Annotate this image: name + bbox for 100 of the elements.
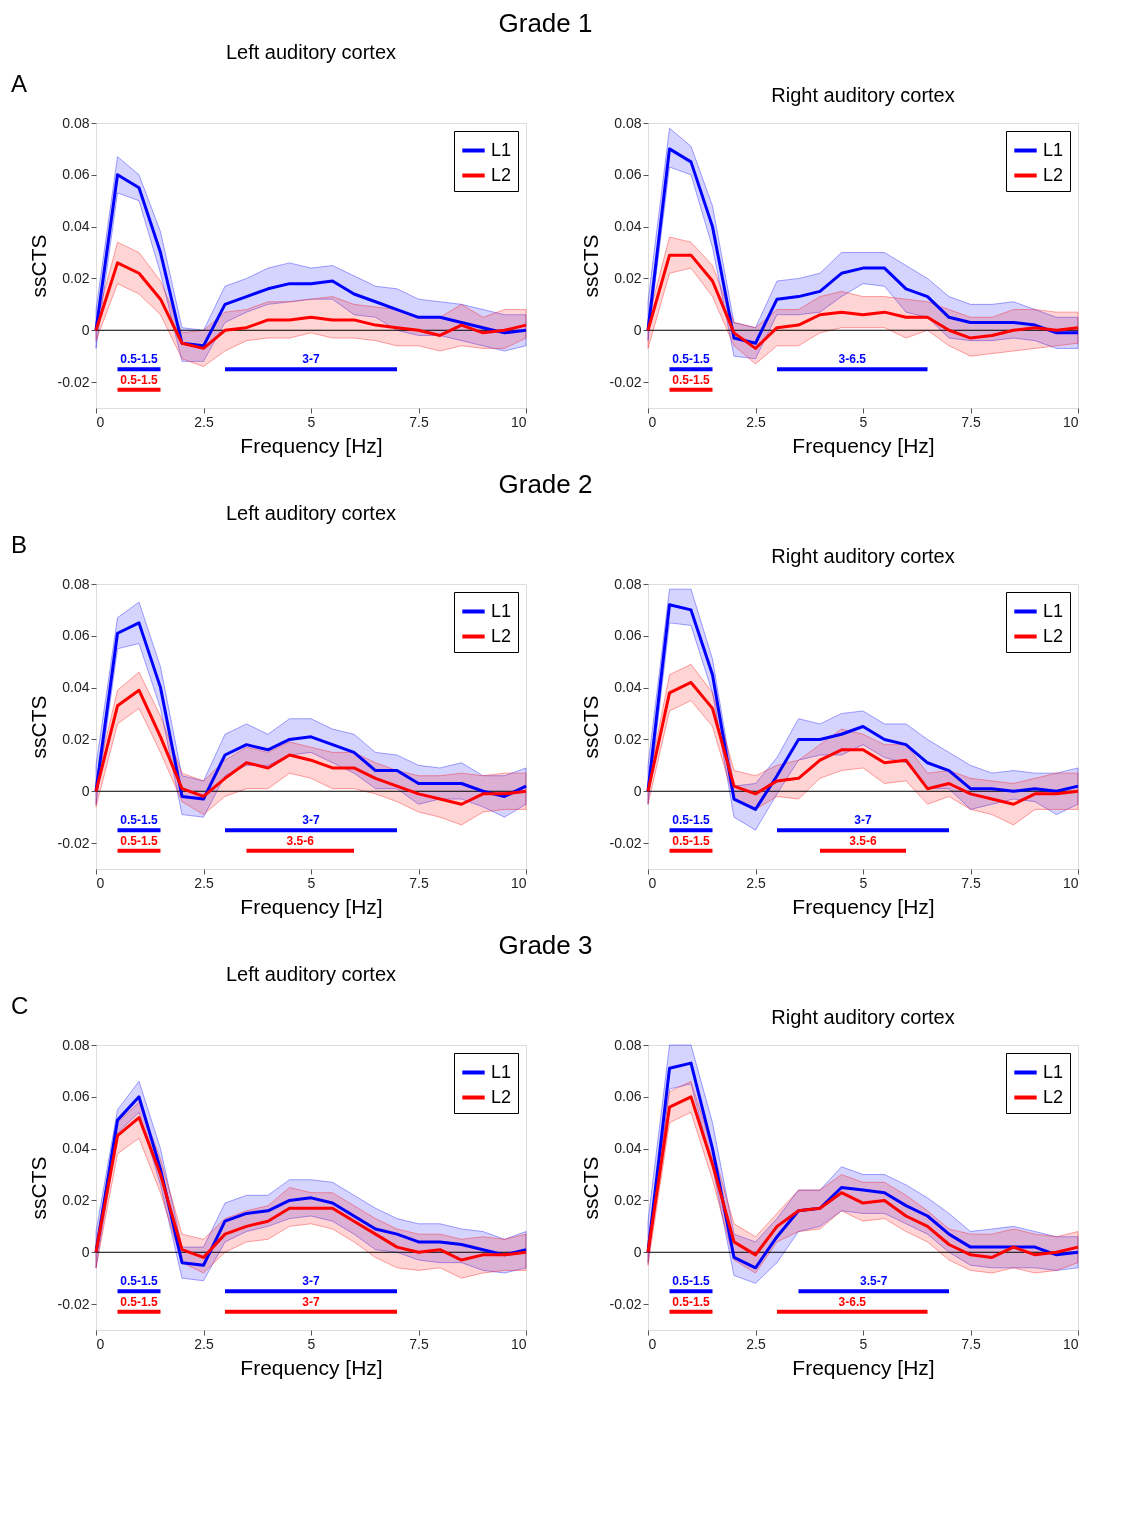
text: Grade 3 bbox=[498, 929, 593, 960]
y-tick-label: 0.08 bbox=[62, 575, 90, 592]
legend-label: L1 bbox=[1043, 600, 1064, 621]
y-tick-label: 0.04 bbox=[62, 679, 90, 696]
y-tick-label: 0.06 bbox=[614, 166, 642, 183]
annotation: 3-7 bbox=[302, 813, 320, 828]
text: Grade 1 bbox=[498, 7, 593, 38]
legend-label: L1 bbox=[1043, 1061, 1064, 1082]
y-tick-label: 0.08 bbox=[614, 575, 642, 592]
y-axis-title: ssCTS bbox=[26, 234, 50, 298]
y-tick-label: 0.02 bbox=[614, 1191, 642, 1208]
chart-title: Left auditory cortex bbox=[225, 41, 397, 63]
y-tick-label: 0.06 bbox=[614, 627, 642, 644]
y-tick-label: -0.02 bbox=[609, 834, 642, 851]
legend-label: L1 bbox=[491, 1061, 512, 1082]
annotation: 3.5-6 bbox=[286, 833, 315, 848]
annotation: 0.5-1.5 bbox=[120, 1294, 159, 1309]
x-axis-title: Frequency [Hz] bbox=[792, 1355, 935, 1379]
y-tick-label: 0 bbox=[81, 1243, 90, 1260]
line-series bbox=[94, 688, 528, 806]
y-tick-label: -0.02 bbox=[57, 834, 90, 851]
annotation: 0.5-1.5 bbox=[672, 352, 711, 367]
y-tick-label: -0.02 bbox=[57, 1295, 90, 1312]
y-tick-label: 0.02 bbox=[62, 269, 90, 286]
x-tick-label: 0 bbox=[96, 1335, 105, 1352]
x-tick-label: 5 bbox=[859, 1335, 868, 1352]
x-tick-label: 2.5 bbox=[194, 1335, 214, 1352]
y-tick-label: -0.02 bbox=[57, 373, 90, 390]
x-axis-title: Frequency [Hz] bbox=[792, 894, 935, 918]
legend-label: L2 bbox=[1043, 1086, 1064, 1107]
y-tick-label: 0.06 bbox=[62, 627, 90, 644]
y-tick-label: 0.04 bbox=[62, 218, 90, 235]
x-tick-label: 0 bbox=[648, 874, 657, 891]
x-tick-label: 7.5 bbox=[961, 874, 981, 891]
y-tick-label: 0.04 bbox=[614, 1140, 642, 1157]
x-tick-label: 7.5 bbox=[409, 413, 429, 430]
y-tick-label: 0.06 bbox=[62, 1088, 90, 1105]
y-tick-label: -0.02 bbox=[609, 373, 642, 390]
x-axis-title: Frequency [Hz] bbox=[240, 1355, 383, 1379]
x-axis-title: Frequency [Hz] bbox=[792, 433, 935, 457]
y-tick-label: 0.08 bbox=[614, 114, 642, 131]
x-tick-label: 5 bbox=[307, 413, 316, 430]
y-axis-title: ssCTS bbox=[578, 1156, 602, 1220]
annotation: 3-7 bbox=[854, 813, 872, 828]
annotation: 0.5-1.5 bbox=[672, 833, 711, 848]
x-tick-label: 10 bbox=[510, 413, 527, 430]
x-tick-label: 2.5 bbox=[194, 413, 214, 430]
chart-title: Right auditory cortex bbox=[771, 545, 955, 567]
y-tick-label: 0.02 bbox=[62, 1191, 90, 1208]
annotation: 3-6.5 bbox=[838, 1294, 867, 1309]
annotation: 3.5-7 bbox=[860, 1274, 888, 1289]
chart-title: Right auditory cortex bbox=[771, 84, 955, 106]
annotation: 0.5-1.5 bbox=[120, 833, 159, 848]
annotation: 0.5-1.5 bbox=[672, 1274, 711, 1289]
x-tick-label: 2.5 bbox=[746, 1335, 766, 1352]
x-tick-label: 0 bbox=[648, 1335, 657, 1352]
y-tick-label: 0 bbox=[81, 782, 90, 799]
y-tick-label: 0 bbox=[633, 1243, 642, 1260]
legend-label: L2 bbox=[491, 1086, 512, 1107]
legend-label: L1 bbox=[1043, 139, 1064, 160]
y-axis-title: ssCTS bbox=[578, 695, 602, 759]
y-tick-label: 0.06 bbox=[62, 166, 90, 183]
x-tick-label: 0 bbox=[96, 874, 105, 891]
annotation: 3.5-6 bbox=[849, 833, 877, 848]
legend-label: L1 bbox=[491, 600, 512, 621]
y-tick-label: 0.04 bbox=[62, 1140, 90, 1157]
annotation: 0.5-1.5 bbox=[672, 1294, 711, 1309]
x-axis-title: Frequency [Hz] bbox=[240, 894, 383, 918]
x-tick-label: 10 bbox=[1062, 413, 1079, 430]
x-tick-label: 7.5 bbox=[961, 413, 981, 430]
x-tick-label: 10 bbox=[510, 874, 527, 891]
line-series bbox=[94, 261, 528, 350]
annotation: 0.5-1.5 bbox=[672, 372, 711, 387]
annotation: 0.5-1.5 bbox=[120, 813, 159, 828]
annotation: 0.5-1.5 bbox=[120, 352, 159, 367]
x-axis-title: Frequency [Hz] bbox=[240, 433, 383, 457]
y-tick-label: 0.02 bbox=[62, 730, 90, 747]
y-tick-label: 0.02 bbox=[614, 269, 642, 286]
x-tick-label: 7.5 bbox=[961, 1335, 981, 1352]
line-series bbox=[94, 1116, 528, 1262]
x-tick-label: 5 bbox=[307, 874, 316, 891]
x-tick-label: 10 bbox=[1062, 874, 1079, 891]
x-tick-label: 2.5 bbox=[194, 874, 214, 891]
x-tick-label: 7.5 bbox=[409, 874, 429, 891]
y-tick-label: 0 bbox=[633, 321, 642, 338]
y-axis-title: ssCTS bbox=[26, 695, 50, 759]
x-tick-label: 7.5 bbox=[409, 1335, 429, 1352]
legend-label: L1 bbox=[491, 139, 512, 160]
x-tick-label: 2.5 bbox=[746, 874, 766, 891]
text: A bbox=[11, 70, 28, 97]
x-tick-label: 5 bbox=[859, 413, 868, 430]
annotation: 0.5-1.5 bbox=[120, 1274, 159, 1289]
y-tick-label: 0.04 bbox=[614, 218, 642, 235]
y-tick-label: 0.08 bbox=[62, 1036, 90, 1053]
x-tick-label: 0 bbox=[96, 413, 105, 430]
x-tick-label: 5 bbox=[859, 874, 868, 891]
x-tick-label: 10 bbox=[1062, 1335, 1079, 1352]
y-axis-title: ssCTS bbox=[578, 234, 602, 298]
line-series bbox=[94, 621, 528, 801]
y-tick-label: 0.06 bbox=[614, 1088, 642, 1105]
